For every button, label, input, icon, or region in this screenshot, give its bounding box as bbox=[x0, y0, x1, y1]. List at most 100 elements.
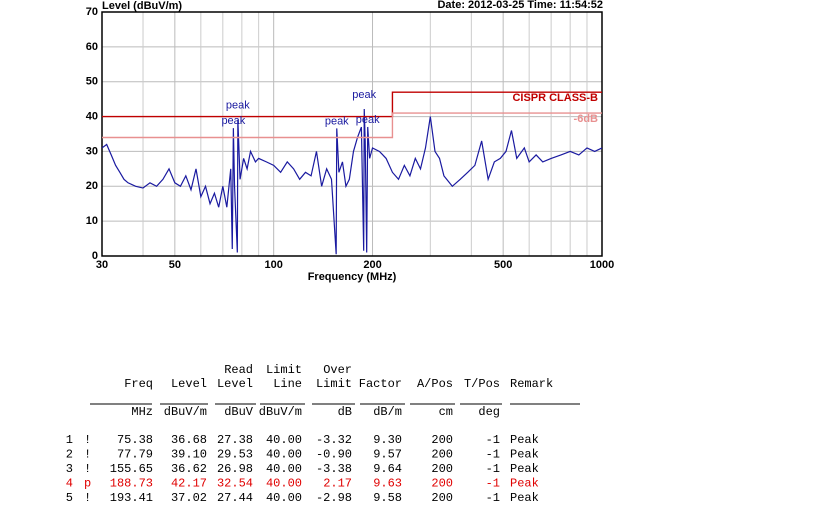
limit-label: CISPR CLASS-B bbox=[512, 92, 598, 104]
column-unit: cm bbox=[439, 405, 453, 419]
y-tick-label: 50 bbox=[86, 76, 98, 88]
column-header: Line bbox=[273, 377, 302, 391]
table-cell: 40.00 bbox=[266, 462, 302, 476]
table-cell: 9.57 bbox=[373, 448, 402, 462]
table-cell: 29.53 bbox=[217, 448, 253, 462]
column-header: Level bbox=[217, 377, 253, 391]
column-header: Factor bbox=[359, 377, 402, 391]
column-header: Limit bbox=[316, 377, 352, 391]
table-cell: 193.41 bbox=[110, 491, 153, 505]
table-cell: 39.10 bbox=[171, 448, 207, 462]
column-unit: deg bbox=[478, 405, 500, 419]
table-cell: 200 bbox=[431, 476, 453, 490]
table-cell: ! bbox=[84, 491, 91, 505]
table-cell: -1 bbox=[486, 448, 500, 462]
limit-label: -6dB bbox=[574, 113, 599, 125]
table-cell: 42.17 bbox=[171, 476, 207, 490]
table-cell: 3 bbox=[66, 462, 73, 476]
x-tick-label: 30 bbox=[96, 259, 108, 271]
table-cell: 9.58 bbox=[373, 491, 402, 505]
table-cell: 200 bbox=[431, 448, 453, 462]
series-line bbox=[101, 108, 603, 255]
table-cell: 40.00 bbox=[266, 433, 302, 447]
peak-label: peak bbox=[226, 100, 250, 112]
column-unit: dBuV/m bbox=[164, 405, 207, 419]
table-cell: Peak bbox=[510, 433, 539, 447]
y-tick-label: 20 bbox=[86, 180, 98, 192]
table-cell: Peak bbox=[510, 476, 539, 490]
y-axis-title: Level (dBuV/m) bbox=[102, 0, 182, 12]
table-cell: 9.30 bbox=[373, 433, 402, 447]
column-unit: dBuV bbox=[224, 405, 254, 419]
table-cell: -1 bbox=[486, 433, 500, 447]
table-cell: 9.64 bbox=[373, 462, 402, 476]
table-cell: 26.98 bbox=[217, 462, 253, 476]
table-cell: 2.17 bbox=[323, 476, 352, 490]
table-cell: -3.32 bbox=[316, 433, 352, 447]
table-cell: 36.68 bbox=[171, 433, 207, 447]
table-cell: -2.98 bbox=[316, 491, 352, 505]
table-cell: p bbox=[84, 476, 91, 490]
table-cell: 32.54 bbox=[217, 476, 253, 490]
y-tick-label: 70 bbox=[86, 6, 98, 18]
x-tick-label: 50 bbox=[169, 259, 181, 271]
peak-label: peak bbox=[356, 114, 380, 126]
table-cell: -3.38 bbox=[316, 462, 352, 476]
table-cell: -1 bbox=[486, 491, 500, 505]
column-unit: dB/m bbox=[373, 405, 402, 419]
table-cell: 4 bbox=[66, 476, 73, 490]
x-axis-title: Frequency (MHz) bbox=[308, 271, 397, 283]
table-cell: 40.00 bbox=[266, 476, 302, 490]
column-header: Remark bbox=[510, 377, 553, 391]
table-cell: Peak bbox=[510, 448, 539, 462]
column-header: Read bbox=[224, 363, 253, 377]
column-header: Over bbox=[323, 363, 352, 377]
x-tick-label: 500 bbox=[494, 259, 512, 271]
y-tick-label: 30 bbox=[86, 145, 98, 157]
peak-label: peak bbox=[325, 115, 349, 127]
table-cell: 200 bbox=[431, 462, 453, 476]
table-cell: ! bbox=[84, 448, 91, 462]
table-cell: 155.65 bbox=[110, 462, 153, 476]
table-cell: 9.63 bbox=[373, 476, 402, 490]
table-cell: -1 bbox=[486, 476, 500, 490]
x-tick-label: 100 bbox=[264, 259, 282, 271]
table-cell: 5 bbox=[66, 491, 73, 505]
table-cell: 75.38 bbox=[117, 433, 153, 447]
series-line bbox=[102, 112, 602, 139]
header-date: Date: 2012-03-25 Time: 11:54:52 bbox=[437, 0, 603, 11]
table-cell: -0.90 bbox=[316, 448, 352, 462]
table-cell: 27.44 bbox=[217, 491, 253, 505]
table-cell: 2 bbox=[66, 448, 73, 462]
table-cell: 37.02 bbox=[171, 491, 207, 505]
peak-label: peak bbox=[221, 115, 245, 127]
table-cell: 188.73 bbox=[110, 476, 153, 490]
x-tick-label: 200 bbox=[363, 259, 381, 271]
y-tick-label: 0 bbox=[92, 250, 98, 262]
y-tick-label: 60 bbox=[86, 41, 98, 53]
table-cell: 40.00 bbox=[266, 491, 302, 505]
plot-frame bbox=[101, 11, 603, 257]
column-unit: dB bbox=[338, 405, 352, 419]
table-cell: 77.79 bbox=[117, 448, 153, 462]
table-cell: 200 bbox=[431, 491, 453, 505]
table-cell: Peak bbox=[510, 491, 539, 505]
column-header: Level bbox=[171, 377, 207, 391]
table-cell: 1 bbox=[66, 433, 73, 447]
table-cell: 200 bbox=[431, 433, 453, 447]
series-line bbox=[102, 91, 602, 118]
y-tick-label: 40 bbox=[86, 110, 98, 122]
table-cell: 36.62 bbox=[171, 462, 207, 476]
table-cell: Peak bbox=[510, 462, 539, 476]
column-header: A/Pos bbox=[417, 377, 453, 391]
peak-label: peak bbox=[352, 89, 376, 101]
table-cell: 27.38 bbox=[217, 433, 253, 447]
x-tick-label: 1000 bbox=[590, 259, 614, 271]
table-cell: 40.00 bbox=[266, 448, 302, 462]
column-unit: MHz bbox=[131, 405, 153, 419]
column-unit: dBuV/m bbox=[259, 405, 302, 419]
column-header: Limit bbox=[266, 363, 302, 377]
column-header: Freq bbox=[124, 377, 153, 391]
table-cell: -1 bbox=[486, 462, 500, 476]
